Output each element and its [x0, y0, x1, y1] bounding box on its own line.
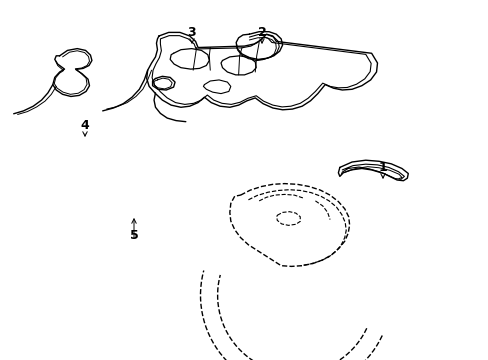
- Text: 5: 5: [129, 229, 138, 242]
- Text: 1: 1: [378, 161, 386, 174]
- Text: 2: 2: [257, 26, 266, 39]
- Text: 3: 3: [187, 26, 196, 39]
- Text: 4: 4: [81, 118, 89, 131]
